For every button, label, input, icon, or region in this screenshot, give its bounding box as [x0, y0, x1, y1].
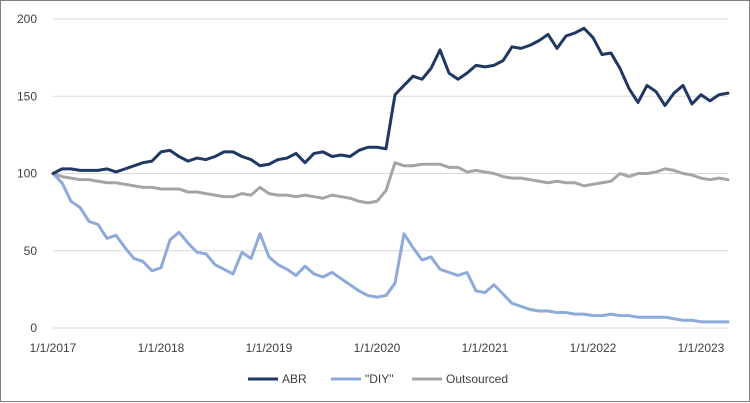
x-tick-label: 1/1/2021 — [462, 341, 509, 355]
legend: ABR "DIY" Outsourced — [248, 372, 508, 386]
series-line-diy — [51, 172, 730, 324]
y-tick-label: 200 — [17, 12, 37, 26]
y-tick-label: 150 — [17, 89, 37, 103]
legend-label-abr: ABR — [282, 372, 307, 386]
x-tick-label: 1/1/2018 — [138, 341, 185, 355]
series-line-abr — [51, 26, 730, 175]
x-tick-label: 1/1/2022 — [570, 341, 617, 355]
y-tick-label: 0 — [30, 321, 37, 335]
series-lines — [51, 26, 730, 324]
gridlines — [53, 18, 728, 252]
y-axis-tick-labels: 0 50 100 150 200 — [17, 12, 37, 335]
legend-label-outsourced: Outsourced — [446, 372, 508, 386]
series-line-outsourced — [51, 161, 730, 205]
legend-label-diy: "DIY" — [365, 372, 394, 386]
x-tick-label: 1/1/2023 — [678, 341, 725, 355]
x-tick-label: 1/1/2020 — [354, 341, 401, 355]
y-tick-label: 50 — [24, 244, 38, 258]
x-tick-label: 1/1/2019 — [246, 341, 293, 355]
x-tick-label: 1/1/2017 — [30, 341, 77, 355]
y-tick-label: 100 — [17, 167, 37, 181]
x-axis-tick-labels: 1/1/2017 1/1/2018 1/1/2019 1/1/2020 1/1/2021… — [30, 341, 725, 355]
